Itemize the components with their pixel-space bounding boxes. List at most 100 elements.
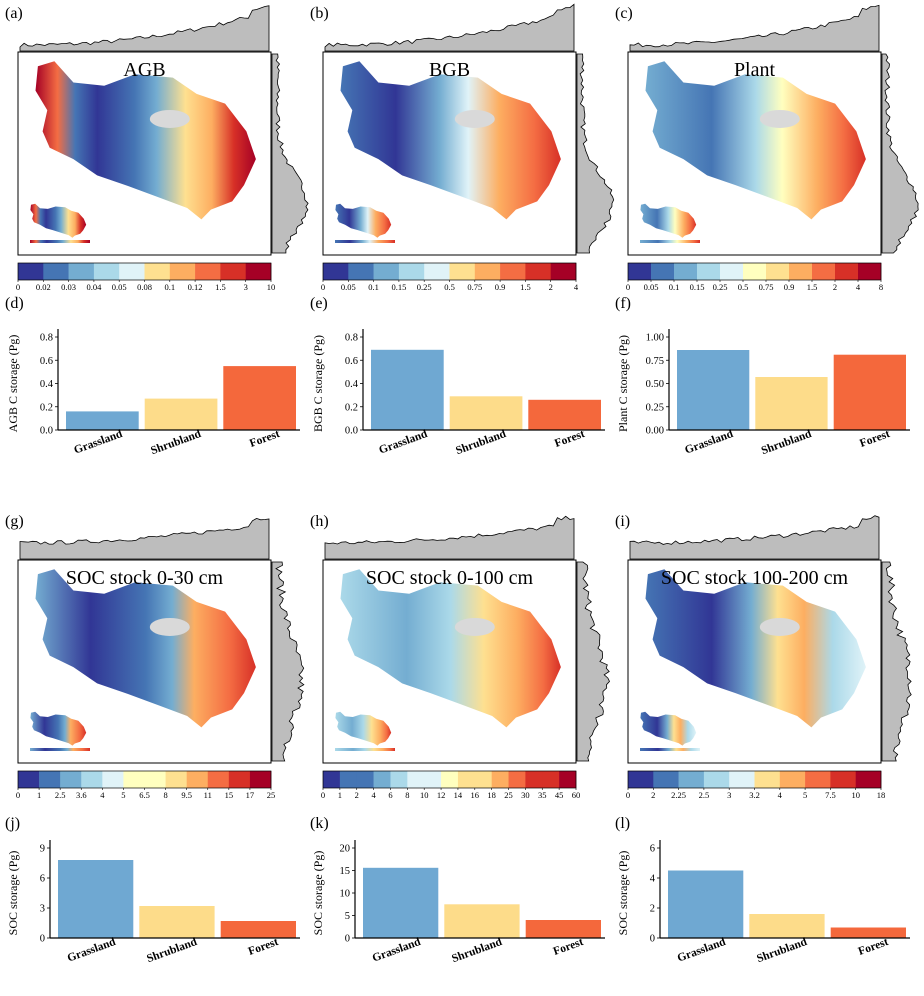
colorbar-segment (491, 771, 509, 788)
bar-chart-0: (d) Grassland Shrubland Forest 0.0 0.2 0.4 0.6 0… (5, 295, 300, 457)
colorbar-segment (559, 771, 577, 788)
inset-map (640, 711, 697, 746)
panel-letter: (b) (310, 5, 329, 22)
colorbar-segment (474, 771, 492, 788)
colorbar-segment (68, 263, 95, 280)
panel-letter: (a) (5, 5, 23, 22)
colorbar-tick-label: 2 (833, 282, 837, 292)
colorbar-segment (165, 771, 187, 788)
latitude-profile (576, 561, 610, 762)
colorbar-tick-label: 6 (388, 790, 392, 800)
y-tick-label: 10 (340, 889, 351, 900)
plateau-map (35, 61, 256, 220)
colorbar-tick-label: 8 (879, 282, 883, 292)
colorbar-segment (398, 263, 425, 280)
colorbar-tick-label: 1.5 (215, 282, 226, 292)
y-tick-label: 5 (345, 911, 350, 922)
bar-shrubland (755, 377, 828, 430)
panel-letter: (k) (310, 815, 329, 832)
bar-shrubland (749, 914, 825, 938)
category-label: Grassland (676, 936, 728, 965)
colorbar-tick-label: 0 (16, 282, 20, 292)
colorbar-segment (720, 263, 744, 280)
y-tick-label: 0.8 (345, 333, 358, 344)
map-panel-1: (b) BGB 0 0.05 0.1 0.15 0.25 0.5 0.75 0.9 1.5 2 4 (310, 3, 615, 292)
bar-chart-5: (l) Grassland Shrubland Forest 0 2 4 6 SOC stora… (615, 815, 910, 965)
colorbar-tick-label: 0 (321, 790, 325, 800)
colorbar-tick-label: 2.5 (699, 790, 710, 800)
category-label: Grassland (377, 428, 429, 457)
plateau-map (340, 569, 561, 728)
colorbar-segment (228, 771, 251, 788)
colorbar-tick-label: 0.12 (188, 282, 203, 292)
y-tick-label: 6 (40, 874, 45, 885)
panel-letter: (c) (615, 5, 633, 22)
colorbar-segment (144, 263, 171, 280)
colorbar-tick-label: 2 (355, 790, 359, 800)
colorbar-tick-label: 4 (778, 790, 783, 800)
longitude-profile (19, 517, 270, 560)
colorbar-segment (373, 263, 400, 280)
colorbar-segment (169, 263, 196, 280)
colorbar-tick-label: 14 (454, 790, 463, 800)
colorbar-segment (220, 263, 246, 280)
colorbar-frame (627, 262, 882, 281)
bar-forest (223, 366, 296, 430)
colorbar-segment (678, 771, 705, 788)
colorbar-tick-label: 0.5 (738, 282, 749, 292)
map-panel-2: (c) Plant 0 0.05 0.1 0.15 0.25 0.5 0.75 0.9 1.5 2 4 8 (615, 4, 919, 292)
colorbar-tick-label: 0.9 (784, 282, 795, 292)
colorbar-segment (144, 771, 166, 788)
y-tick-label: 0.00 (646, 426, 664, 437)
no-data-region (759, 109, 800, 128)
latitude-profile (881, 561, 912, 762)
category-label: Shrubland (149, 428, 203, 457)
no-data-region (149, 617, 190, 636)
colorbar-segment (123, 771, 145, 788)
colorbar-tick-label: 1.5 (520, 282, 531, 292)
y-tick-label: 20 (340, 844, 351, 855)
y-tick-label: 9 (40, 844, 45, 855)
colorbar-tick-label: 0.03 (61, 282, 76, 292)
colorbar-segment (249, 771, 272, 788)
panel-letter: (f) (615, 295, 631, 312)
colorbar-segment (812, 263, 836, 280)
colorbar-segment (186, 771, 209, 788)
colorbar-tick-label: 4 (100, 790, 105, 800)
colorbar-segment (39, 771, 61, 788)
panel-letter: (d) (5, 295, 24, 312)
colorbar-tick-label: 0.75 (467, 282, 482, 292)
colorbar-tick-label: 1 (37, 790, 41, 800)
colorbar-segment (789, 263, 813, 280)
category-label: Grassland (683, 428, 735, 457)
colorbar-tick-label: 45 (555, 790, 564, 800)
colorbar-tick-label: 5 (121, 790, 125, 800)
panel-letter: (i) (615, 513, 630, 530)
colorbar-segment (373, 771, 391, 788)
colorbar-tick-label: 3.6 (76, 790, 87, 800)
panel-letter: (e) (310, 295, 328, 312)
colorbar-tick-label: 10 (267, 282, 276, 292)
colorbar-segment (525, 771, 543, 788)
colorbar-segment (805, 771, 831, 788)
colorbar-tick-label: 1.5 (807, 282, 818, 292)
bar-grassland (371, 349, 444, 430)
colorbar-tick-label: 0.5 (444, 282, 455, 292)
category-label: Forest (247, 936, 280, 958)
colorbar-segment (323, 771, 341, 788)
colorbar-tick-label: 0.1 (164, 282, 175, 292)
colorbar-tick-label: 8 (405, 790, 409, 800)
inset-scale-bar (640, 748, 700, 751)
colorbar-segment (508, 771, 526, 788)
colorbar-segment (424, 771, 442, 788)
latitude-profile (271, 53, 309, 254)
colorbar-segment (628, 263, 652, 280)
colorbar-tick-label: 18 (487, 790, 496, 800)
latitude-profile (881, 53, 919, 254)
colorbar-tick-label: 25 (504, 790, 513, 800)
y-tick-label: 0.2 (40, 402, 53, 413)
y-axis-title: Plant C storage (Pg) (616, 335, 630, 432)
bar-forest (833, 354, 906, 430)
colorbar-segment (651, 263, 675, 280)
bar-grassland (677, 350, 750, 430)
